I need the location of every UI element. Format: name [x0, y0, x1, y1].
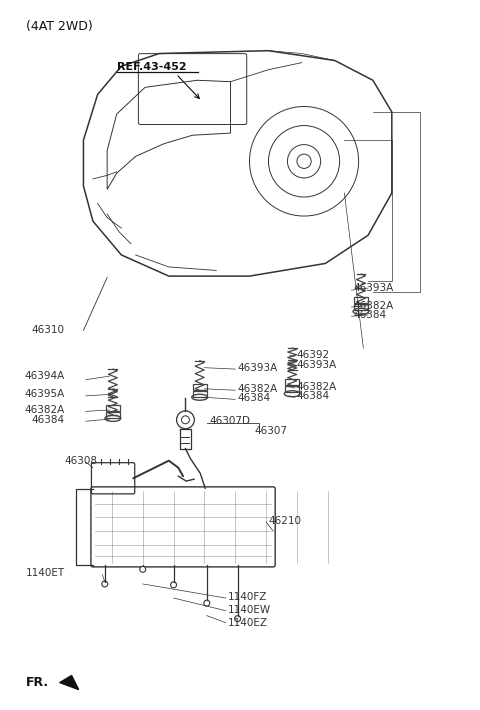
Text: 46308: 46308: [64, 456, 97, 466]
Text: 46384: 46384: [31, 415, 64, 425]
Text: 46307D: 46307D: [209, 416, 250, 426]
Text: (4AT 2WD): (4AT 2WD): [26, 21, 93, 33]
Bar: [193, 384, 206, 390]
Text: 1140EZ: 1140EZ: [228, 618, 268, 628]
Text: 46382A: 46382A: [24, 405, 64, 415]
Text: 1140EW: 1140EW: [228, 605, 271, 615]
Text: 46393A: 46393A: [354, 283, 394, 293]
Bar: [354, 304, 368, 310]
Circle shape: [204, 600, 210, 606]
Text: 46210: 46210: [268, 515, 301, 525]
Text: 46393A: 46393A: [297, 360, 337, 370]
Text: 46384: 46384: [354, 310, 387, 320]
Text: FR.: FR.: [25, 675, 48, 689]
Text: 46394A: 46394A: [24, 371, 64, 381]
Circle shape: [102, 581, 108, 587]
Text: 46384: 46384: [297, 391, 330, 401]
Text: 1140ET: 1140ET: [25, 569, 64, 579]
Text: 46307: 46307: [254, 426, 287, 436]
Text: 46384: 46384: [238, 393, 271, 403]
Text: 46392: 46392: [297, 350, 330, 360]
Bar: [106, 405, 120, 411]
Text: 46382A: 46382A: [297, 382, 337, 392]
Polygon shape: [60, 675, 79, 689]
Text: 46393A: 46393A: [238, 363, 278, 373]
Text: 46310: 46310: [32, 325, 64, 335]
Text: REF.43-452: REF.43-452: [117, 62, 186, 72]
Bar: [354, 297, 368, 303]
Text: 46395A: 46395A: [24, 389, 64, 399]
Text: 46382A: 46382A: [354, 301, 394, 311]
Circle shape: [170, 581, 177, 588]
Bar: [285, 386, 299, 392]
Bar: [193, 391, 206, 397]
Circle shape: [140, 567, 146, 572]
Bar: [106, 412, 120, 418]
Bar: [285, 379, 299, 385]
Text: 1140FZ: 1140FZ: [228, 591, 267, 601]
Text: 46382A: 46382A: [238, 384, 278, 394]
Circle shape: [235, 616, 240, 621]
